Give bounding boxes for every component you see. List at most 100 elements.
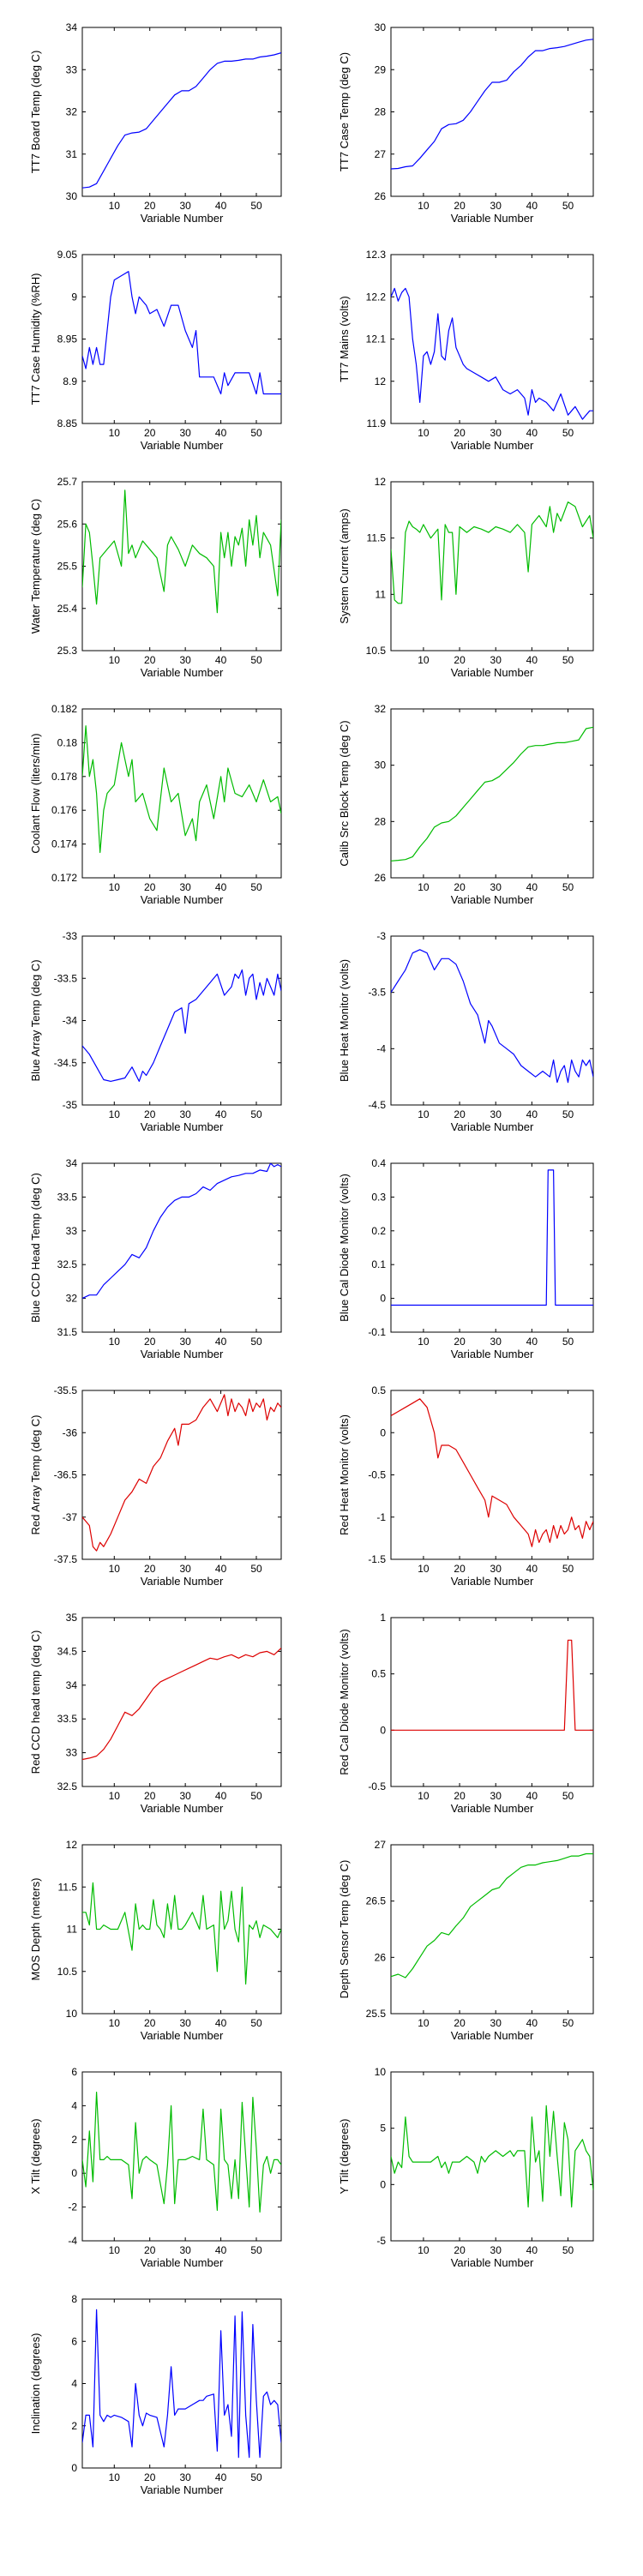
y-tick-label: 33 xyxy=(66,63,78,75)
x-tick-label: 40 xyxy=(215,1790,227,1802)
y-tick-label: 8.95 xyxy=(57,333,78,345)
y-axis-label: Red CCD head temp (deg C) xyxy=(29,1630,42,1774)
x-tick-label: 30 xyxy=(179,2244,191,2256)
chart-panel: 11.9 12 12.1 12.2 12.3 10 20 30 40 50 Variable Num… xyxy=(338,249,594,452)
y-axis-label: Y Tilt (degrees) xyxy=(338,2119,351,2195)
x-tick-label: 50 xyxy=(250,2017,262,2029)
x-tick-label: 10 xyxy=(109,881,121,893)
chart-panel: 10.5 11 11.5 12 10 20 30 40 50 Variable Number Sys… xyxy=(338,476,594,679)
y-tick-label: 34.5 xyxy=(57,1645,78,1657)
y-tick-label: 28 xyxy=(375,815,387,827)
y-tick-label: 33 xyxy=(66,1225,78,1237)
x-tick-label: 40 xyxy=(526,1336,538,1348)
plot-frame xyxy=(390,1390,594,1560)
x-axis-label: Variable Number xyxy=(141,212,224,225)
y-tick-label: 8.9 xyxy=(63,375,77,387)
y-tick-label: 0.176 xyxy=(51,804,77,816)
x-axis-label: Variable Number xyxy=(451,1348,534,1360)
y-tick-label: -0.1 xyxy=(368,1326,386,1338)
y-tick-label: -33.5 xyxy=(54,972,78,984)
x-tick-label: 10 xyxy=(418,2244,430,2256)
y-tick-label: -33 xyxy=(63,930,78,942)
y-tick-label: 26 xyxy=(375,872,387,884)
chart-panel: 30 31 32 33 34 10 20 30 40 50 Variable Number TT7 B… xyxy=(29,21,282,225)
x-tick-label: 10 xyxy=(109,200,121,212)
x-tick-label: 10 xyxy=(109,2471,121,2483)
y-tick-label: 0.1 xyxy=(371,1258,386,1270)
y-tick-label: 27 xyxy=(375,1839,387,1851)
y-tick-label: 0.2 xyxy=(371,1225,386,1237)
y-tick-label: 0.182 xyxy=(51,703,77,715)
x-tick-label: 30 xyxy=(179,1108,191,1120)
x-tick-label: 20 xyxy=(454,654,466,666)
series-line xyxy=(391,1169,593,1306)
y-axis-label: TT7 Board Temp (deg C) xyxy=(29,51,42,174)
x-tick-label: 50 xyxy=(562,1790,574,1802)
x-tick-label: 20 xyxy=(144,1336,156,1348)
y-tick-label: 0 xyxy=(380,1426,386,1438)
y-tick-label: 26 xyxy=(375,190,387,202)
x-tick-label: 50 xyxy=(250,2244,262,2256)
y-tick-label: 30 xyxy=(375,21,387,33)
x-tick-label: 30 xyxy=(490,881,502,893)
x-tick-label: 50 xyxy=(562,2244,574,2256)
x-tick-label: 40 xyxy=(215,881,227,893)
x-tick-label: 50 xyxy=(562,654,574,666)
x-axis-label: Variable Number xyxy=(451,666,534,679)
y-tick-label: 25.4 xyxy=(57,603,78,615)
x-tick-label: 20 xyxy=(144,2017,156,2029)
y-tick-label: 26 xyxy=(375,1951,387,1963)
y-tick-label: 5 xyxy=(380,2123,386,2135)
chart-panel: 10 10.5 11 11.5 12 10 20 30 40 50 Variable Number M… xyxy=(29,1839,282,2042)
x-tick-label: 10 xyxy=(109,1563,121,1575)
y-axis-label: Blue Heat Monitor (volts) xyxy=(338,959,351,1082)
x-tick-label: 10 xyxy=(109,1336,121,1348)
x-tick-label: 50 xyxy=(562,200,574,212)
x-tick-label: 30 xyxy=(490,200,502,212)
x-tick-label: 30 xyxy=(490,2017,502,2029)
x-tick-label: 50 xyxy=(562,1336,574,1348)
y-tick-label: 29 xyxy=(375,63,387,75)
plot-frame xyxy=(390,481,594,652)
x-tick-label: 20 xyxy=(144,2244,156,2256)
x-tick-label: 50 xyxy=(250,1336,262,1348)
x-tick-label: 50 xyxy=(250,2471,262,2483)
y-tick-label: 0 xyxy=(380,2178,386,2190)
plot-frame xyxy=(390,935,594,1106)
x-tick-label: 40 xyxy=(526,1563,538,1575)
chart-panel: -4 -2 0 2 4 6 10 20 30 40 50 Variable Number X Tilt … xyxy=(29,2066,282,2269)
y-tick-label: 0 xyxy=(380,1724,386,1736)
x-tick-label: 40 xyxy=(215,1108,227,1120)
x-tick-label: 50 xyxy=(562,881,574,893)
y-tick-label: -37 xyxy=(63,1511,78,1523)
chart-panel: 0.172 0.174 0.176 0.178 0.18 0.182 10 20 30 40 50 V… xyxy=(29,703,282,906)
x-tick-label: 40 xyxy=(215,2471,227,2483)
y-tick-label: -35.5 xyxy=(54,1384,78,1396)
x-tick-label: 10 xyxy=(418,1108,430,1120)
x-axis-label: Variable Number xyxy=(451,1120,534,1133)
y-tick-label: 33.5 xyxy=(57,1191,78,1203)
y-tick-label: 25.3 xyxy=(57,645,78,657)
x-tick-label: 40 xyxy=(526,2017,538,2029)
series-line xyxy=(82,271,281,395)
y-tick-label: -3.5 xyxy=(368,987,386,999)
x-tick-label: 20 xyxy=(144,1563,156,1575)
x-tick-label: 40 xyxy=(526,2244,538,2256)
x-axis-label: Variable Number xyxy=(141,1120,224,1133)
plot-frame xyxy=(81,708,282,879)
y-tick-label: 34 xyxy=(66,21,78,33)
x-tick-label: 30 xyxy=(179,881,191,893)
series-line xyxy=(82,489,281,614)
y-tick-label: -4 xyxy=(68,2235,77,2247)
plot-frame xyxy=(390,708,594,879)
x-tick-label: 10 xyxy=(109,1108,121,1120)
y-tick-label: 32 xyxy=(66,1293,78,1305)
x-tick-label: 50 xyxy=(250,1563,262,1575)
plot-frame xyxy=(81,481,282,652)
x-tick-label: 10 xyxy=(109,2244,121,2256)
x-tick-label: 10 xyxy=(418,1336,430,1348)
y-tick-label: 34 xyxy=(66,1157,78,1169)
plot-frame xyxy=(81,27,282,197)
x-tick-label: 10 xyxy=(109,427,121,439)
y-tick-label: -1.5 xyxy=(368,1553,386,1565)
